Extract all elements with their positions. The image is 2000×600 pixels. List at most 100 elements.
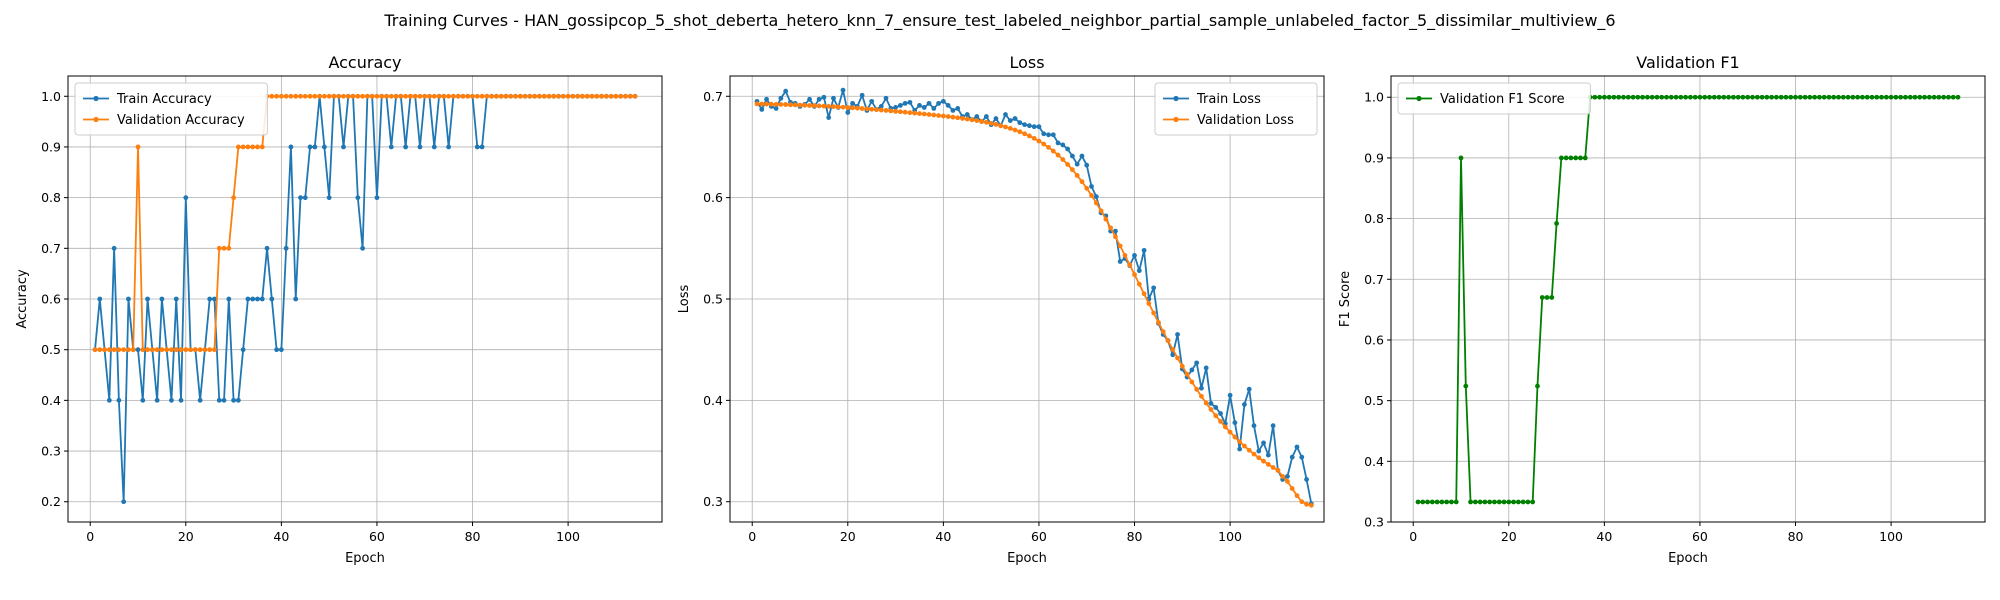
data-point [364, 93, 370, 99]
y-tick-label: 1.0 [41, 89, 61, 104]
data-point [1251, 423, 1257, 429]
legend-marker [93, 116, 99, 123]
figure-title: Training Curves - HAN_gossipcop_5_shot_d… [383, 11, 1615, 31]
data-point [302, 195, 308, 201]
data-point [1093, 194, 1099, 200]
data-point [874, 107, 879, 113]
data-point [575, 93, 581, 99]
data-point [893, 105, 898, 110]
data-point [560, 93, 566, 99]
data-point [936, 100, 941, 106]
data-point [111, 245, 117, 251]
data-point [931, 106, 937, 111]
data-point [888, 108, 894, 114]
data-point [603, 93, 609, 99]
data-point [1113, 234, 1118, 240]
data-point [1922, 94, 1927, 100]
data-point [754, 101, 760, 107]
data-point [1950, 94, 1956, 100]
data-point [1012, 116, 1018, 121]
data-point [1582, 155, 1588, 161]
data-point [1797, 94, 1803, 100]
data-point [1041, 141, 1047, 147]
data-point [1203, 400, 1209, 406]
data-point [1869, 94, 1875, 100]
data-point [1132, 253, 1137, 258]
data-point [1280, 473, 1286, 479]
data-point [764, 101, 769, 107]
x-tick-label: 0 [1409, 529, 1417, 544]
data-point [1065, 146, 1071, 152]
data-point [613, 93, 619, 99]
data-point [1060, 142, 1066, 148]
y-tick-label: 0.6 [703, 190, 723, 205]
data-point [1194, 360, 1200, 366]
data-point [221, 397, 227, 403]
data-point [245, 144, 251, 150]
data-point [1731, 94, 1736, 100]
x-tick-label: 60 [369, 529, 385, 544]
data-point [341, 93, 346, 99]
data-point [1170, 347, 1176, 352]
data-point [1793, 94, 1798, 100]
data-point [1070, 153, 1075, 159]
data-point [1050, 132, 1056, 138]
data-point [1151, 310, 1157, 316]
data-point [298, 93, 303, 99]
data-point [1156, 320, 1161, 325]
legend-label: Validation Accuracy [117, 113, 245, 128]
y-tick-label: 1.0 [1364, 90, 1384, 105]
data-point [1194, 386, 1200, 392]
data-point [1468, 499, 1473, 505]
data-point [1903, 94, 1908, 100]
data-point [1463, 383, 1469, 389]
data-point [565, 93, 571, 99]
data-point [1022, 122, 1028, 128]
data-point [474, 144, 480, 150]
x-axis-label: Epoch [345, 551, 385, 566]
data-point [1649, 94, 1655, 100]
data-point [345, 93, 351, 99]
data-point [1007, 125, 1013, 131]
data-point [1050, 148, 1056, 154]
data-point [1630, 94, 1636, 100]
data-point [1678, 94, 1684, 100]
data-point [826, 115, 832, 120]
data-point [1501, 499, 1507, 505]
x-tick-label: 80 [1788, 529, 1804, 544]
chart-panel-0: 0 20 40 60 80 100 0.2 0.3 0.4 0.5 0.6 0.7 0.8 0.9 1.0 A… [15, 53, 663, 566]
data-point [393, 93, 399, 99]
data-point [1530, 499, 1536, 505]
data-point [126, 296, 131, 302]
data-point [274, 93, 279, 99]
data-point [255, 144, 260, 150]
data-point [1692, 94, 1698, 100]
data-point [1141, 247, 1147, 253]
data-point [1141, 291, 1147, 297]
data-point [216, 397, 222, 403]
data-point [1275, 467, 1281, 473]
x-tick-label: 20 [178, 529, 194, 544]
data-point [116, 347, 122, 353]
data-point [1644, 94, 1650, 100]
data-point [1265, 462, 1271, 467]
data-point [1496, 499, 1502, 505]
data-point [417, 144, 423, 150]
data-point [1079, 153, 1085, 159]
data-point [1041, 131, 1047, 137]
data-point [259, 144, 265, 150]
data-point [1774, 94, 1779, 100]
data-point [1573, 155, 1579, 161]
data-point [773, 101, 779, 107]
data-point [792, 102, 798, 108]
panel-title: Validation F1 [1636, 53, 1739, 72]
data-point [312, 144, 318, 150]
data-point [1946, 94, 1951, 100]
data-point [921, 111, 927, 117]
data-point [498, 93, 504, 99]
data-point [627, 93, 633, 99]
data-point [154, 347, 160, 353]
x-tick-label: 60 [1692, 529, 1708, 544]
data-point [1265, 452, 1271, 458]
data-point [159, 296, 165, 302]
